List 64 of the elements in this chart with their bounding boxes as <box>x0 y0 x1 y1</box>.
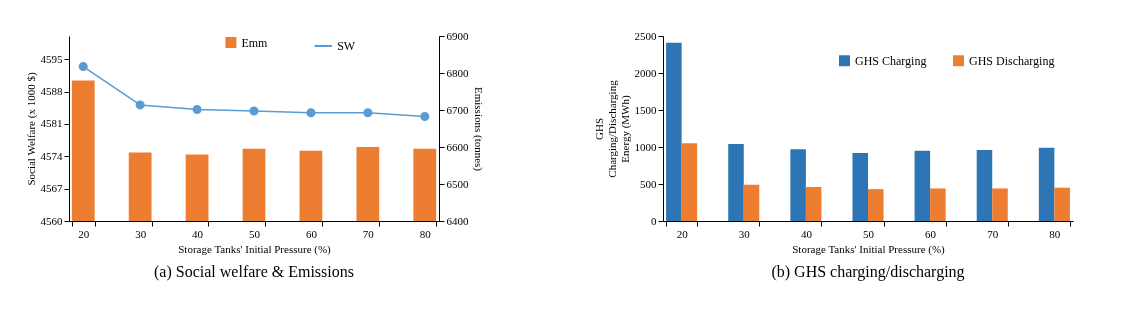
bar <box>1054 187 1070 221</box>
bar <box>743 184 760 221</box>
bar <box>790 149 806 221</box>
point <box>249 106 259 116</box>
y2-axis-title: Emissions (tonnes) <box>471 86 485 172</box>
x-tick-label: 20 <box>676 227 689 240</box>
bar <box>666 42 682 221</box>
y2-tick-label: 6400 <box>446 214 469 227</box>
bar <box>805 186 822 221</box>
y-tick-label: 4560 <box>40 214 63 227</box>
y-axis-title: GHS Charging/Discharging Energy (MWh) <box>592 79 632 178</box>
y2-tick-label: 6700 <box>446 103 469 116</box>
bar <box>852 152 868 221</box>
x-tick-label: 40 <box>192 227 204 240</box>
point <box>78 62 88 72</box>
legend-label: GHS Charging <box>855 53 927 68</box>
x-tick-label: 80 <box>419 227 432 240</box>
bar <box>868 189 884 221</box>
point <box>192 105 202 115</box>
bar <box>930 188 946 221</box>
legend-label: SW <box>337 39 356 53</box>
bar <box>976 149 993 221</box>
y-tick-label: 0 <box>651 214 657 227</box>
bar <box>914 150 931 221</box>
x-tick-label: 80 <box>1049 227 1061 240</box>
x-tick-label: 60 <box>305 227 318 240</box>
legend-label: GHS Discharging <box>969 53 1055 68</box>
y-tick-label: 500 <box>640 177 657 190</box>
y-tick-label: 1000 <box>634 140 657 153</box>
x-tick-label: 70 <box>987 227 999 240</box>
text: (a) Social welfare & Emissions <box>154 263 354 281</box>
x-tick-label: 40 <box>800 227 813 240</box>
y-tick-label: 1500 <box>634 103 657 116</box>
x-tick-label: 30 <box>738 227 751 240</box>
bar <box>992 188 1008 221</box>
x-tick-label: 30 <box>135 227 147 240</box>
bar <box>728 144 744 221</box>
y-tick-label: 4595 <box>40 52 63 65</box>
y2-tick-label: 6600 <box>446 140 469 153</box>
x-axis-title: Storage Tanks' Initial Pressure (%) <box>792 242 946 256</box>
x-tick-label: 60 <box>925 227 937 240</box>
point <box>135 100 145 110</box>
point <box>306 108 316 118</box>
point <box>420 111 430 121</box>
y-tick-label: 4581 <box>40 117 63 130</box>
text: (b) GHS charging/discharging <box>771 263 965 281</box>
x-tick-label: 20 <box>78 227 90 240</box>
legend-label: Emm <box>241 35 269 50</box>
x-axis-title: Storage Tanks' Initial Pressure (%) <box>178 242 332 256</box>
y2-tick-label: 6900 <box>446 29 469 42</box>
x-tick-label: 50 <box>249 227 261 240</box>
y2-tick-label: 6500 <box>446 177 469 190</box>
y-tick-label: 4574 <box>40 149 63 162</box>
y-tick-label: 2500 <box>634 29 657 42</box>
bar <box>1038 147 1055 221</box>
y-tick-label: 2000 <box>634 66 657 79</box>
x-tick-label: 50 <box>863 227 875 240</box>
bar <box>681 143 698 221</box>
y-tick-label: 4588 <box>40 85 63 97</box>
point <box>363 108 373 118</box>
y2-tick-label: 6800 <box>446 66 469 79</box>
y-tick-label: 4567 <box>40 182 63 195</box>
y-axis-title: Social Welfare (x 1000 $) <box>24 72 38 186</box>
x-tick-label: 70 <box>362 227 375 240</box>
